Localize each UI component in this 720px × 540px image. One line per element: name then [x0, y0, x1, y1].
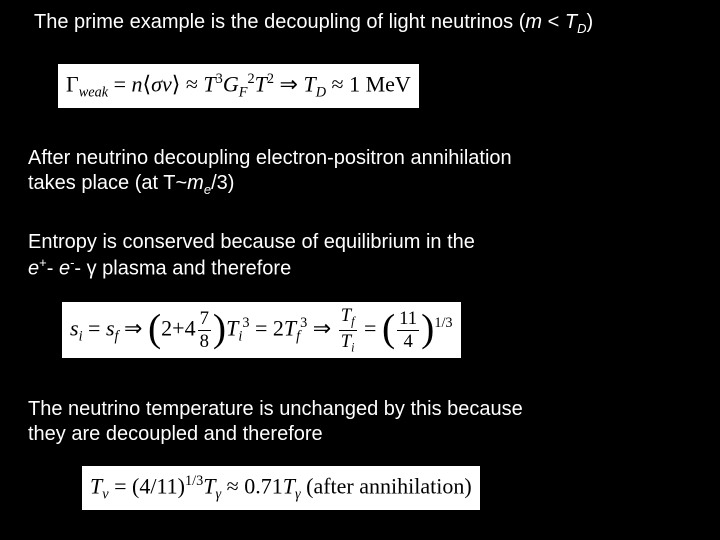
line-6: The neutrino temperature is unchanged by…	[28, 397, 523, 422]
eq2-Tf-num: Tf	[339, 305, 357, 331]
eq1-D: D	[316, 84, 326, 100]
l5-e1: e	[28, 258, 39, 280]
eq3-4: 4	[139, 473, 150, 498]
eq2-den8: 8	[198, 331, 211, 353]
eq2-2T: 2	[273, 315, 284, 340]
eq3-Tnu-T: T	[90, 473, 102, 498]
eq1-p2a: 2	[247, 71, 254, 87]
eq1-n: n	[132, 71, 143, 96]
eq2-imply2: ⇒	[307, 315, 336, 340]
eq2-lp2: (	[382, 305, 395, 351]
eq3-after: (after annihilation)	[301, 473, 472, 498]
eq2-Ti-den: Ti	[339, 331, 357, 356]
eq2-lp1: (	[148, 305, 161, 351]
l1-text-a: The prime example is the decoupling of l…	[34, 11, 525, 33]
eq2-Tf: T	[284, 315, 296, 340]
eq1-weak: weak	[79, 84, 108, 100]
eq2-two: 2	[161, 315, 172, 340]
eq1-TD: T	[303, 71, 315, 96]
eq2-num7: 7	[198, 308, 211, 331]
eq2-Ti: T	[226, 315, 238, 340]
eq1-imply: ⇒	[274, 71, 303, 96]
equation-1: Γweak = n⟨σv⟩ ≈ T3GF2T2 ⇒ TD ≈ 1 MeV	[58, 64, 419, 108]
eq3-content: Tν = (4/11)1/3Tγ ≈ 0.71Tγ (after annihil…	[90, 473, 472, 504]
eq1-eq: =	[108, 71, 131, 96]
eq3-approx: ≈	[221, 473, 244, 498]
l1-lt: <	[542, 11, 565, 33]
eq1-one: 1	[349, 71, 360, 96]
eq2-rp1: )	[213, 305, 226, 351]
eq1-approx: ≈	[180, 71, 203, 96]
eq3-Tg1-T: T	[203, 473, 215, 498]
eq3-eq: =	[109, 473, 132, 498]
l3-b: /3)	[211, 172, 234, 194]
l5-plus: +	[39, 255, 47, 270]
l5-e2: e	[59, 258, 70, 280]
eq2-den4: 4	[397, 331, 419, 353]
eq3-p13: 1/3	[185, 473, 203, 489]
eq1-G: G	[223, 71, 239, 96]
eq2-frac114: 114	[397, 308, 419, 353]
line-3: takes place (at T~me/3)	[28, 171, 234, 198]
eq3-rp: )	[178, 473, 185, 498]
l3-e: e	[204, 182, 211, 197]
l5-gamma: γ	[87, 258, 97, 280]
eq3-11: 11	[156, 473, 177, 498]
line-7: they are decoupled and therefore	[28, 422, 323, 447]
equation-2: si = sf ⇒ (2+478)Ti3 = 2Tf3 ⇒ TfTi = (11…	[62, 302, 461, 358]
eq1-v: v	[162, 71, 172, 96]
eq3-Tg2-T: T	[283, 473, 295, 498]
eq2-Tf-num-f: f	[351, 315, 354, 329]
slide: The prime example is the decoupling of l…	[0, 0, 720, 540]
eq2-eq3: =	[359, 315, 382, 340]
line-1: The prime example is the decoupling of l…	[34, 10, 593, 37]
eq1-approx2: ≈	[326, 71, 349, 96]
line-5: e+- e-- γ plasma and therefore	[28, 255, 291, 282]
eq2-frac78: 78	[198, 308, 211, 353]
eq2-four: 4	[185, 315, 196, 340]
eq1-sigma: σ	[151, 71, 162, 96]
eq2-eq1: =	[83, 315, 106, 340]
eq2-p13: 1/3	[434, 315, 452, 331]
eq2-fracTfTi: TfTi	[339, 305, 357, 355]
eq2-Ti-den-i: i	[351, 340, 354, 354]
eq2-imply1: ⇒	[119, 315, 148, 340]
eq2-rp2: )	[421, 305, 434, 351]
eq1-langle: ⟨	[143, 71, 152, 96]
l1-m: m	[525, 11, 542, 33]
line-4: Entropy is conserved because of equilibr…	[28, 230, 475, 255]
l1-close: )	[586, 11, 593, 33]
equation-3: Tν = (4/11)1/3Tγ ≈ 0.71Tγ (after annihil…	[82, 466, 480, 510]
eq1-T3: T	[203, 71, 215, 96]
eq1-p3a: 3	[216, 71, 223, 87]
eq1-mev: MeV	[360, 71, 411, 96]
eq2-plus: +	[172, 315, 184, 340]
l3-m: m	[187, 172, 204, 194]
eq1-p2b: 2	[267, 71, 274, 87]
l3-a: takes place (at T~	[28, 172, 187, 194]
l1-T: T	[565, 11, 577, 33]
eq1-content: Γweak = n⟨σv⟩ ≈ T3GF2T2 ⇒ TD ≈ 1 MeV	[66, 71, 411, 102]
eq3-val: 0.71	[244, 473, 283, 498]
eq1-gamma: Γ	[66, 71, 79, 96]
eq2-sf-s: s	[106, 315, 115, 340]
eq2-Tf-num-T: T	[341, 305, 351, 326]
l5-rest: plasma and therefore	[97, 258, 292, 280]
l5-dash2: -	[74, 258, 86, 280]
eq2-num11: 11	[397, 308, 419, 331]
eq2-si-s: s	[70, 315, 79, 340]
eq2-Ti-den-T: T	[341, 331, 351, 352]
eq1-T2: T	[255, 71, 267, 96]
l5-dash1: -	[47, 258, 59, 280]
eq2-content: si = sf ⇒ (2+478)Ti3 = 2Tf3 ⇒ TfTi = (11…	[70, 305, 453, 355]
line-2: After neutrino decoupling electron-posit…	[28, 146, 512, 171]
eq2-eq2: =	[249, 315, 272, 340]
